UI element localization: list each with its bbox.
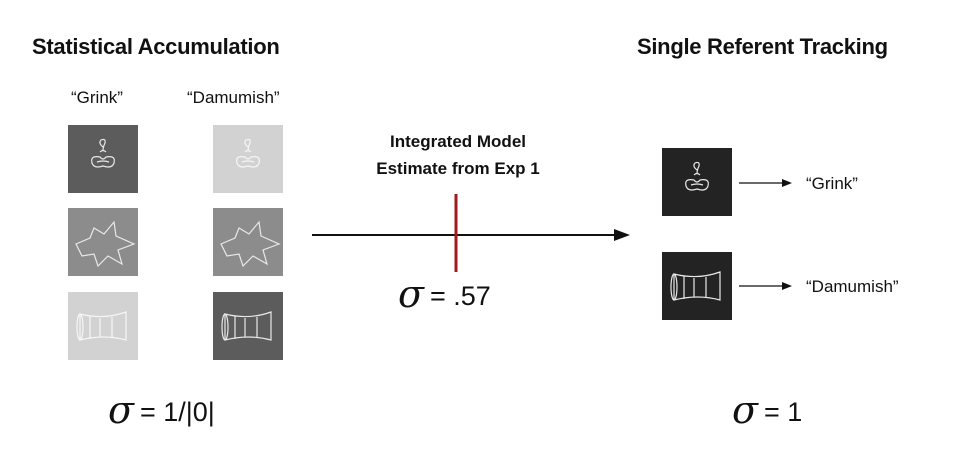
statistical-accumulation-heading: Statistical Accumulation <box>32 34 280 59</box>
damumish-arrow-head <box>782 282 792 290</box>
referent-grink-label: “Grink” <box>806 174 858 193</box>
knot-object-icon <box>236 138 260 168</box>
knot-object-icon <box>91 138 115 168</box>
grink-barrel-tile <box>68 292 138 360</box>
sigma-symbol: σ <box>108 388 134 432</box>
star-blob-object-icon <box>75 220 136 268</box>
referent-damumish-label: “Damumish” <box>806 277 899 296</box>
statistical-accumulation-formula: σ = 1/|0| <box>108 388 215 432</box>
single-referent-formula: σ = 1 <box>732 388 802 432</box>
sigma-symbol: σ <box>398 272 424 316</box>
grink-knot-tile <box>68 125 138 193</box>
integrated-model-formula: σ = .57 <box>398 272 491 316</box>
star-blob-object-icon <box>220 220 281 268</box>
barrel-object-icon <box>221 311 272 341</box>
integrated-model-line1: Integrated Model <box>389 132 526 151</box>
referent-damumish-tile <box>662 252 732 320</box>
sigma-symbol: σ <box>732 388 758 432</box>
formula-value: = 1 <box>763 397 803 427</box>
knot-object-icon <box>685 161 709 191</box>
formula-value: = .57 <box>429 281 491 311</box>
formula-value: = 1/|0| <box>139 397 215 427</box>
damumish-barrel-tile <box>213 292 283 360</box>
main-arrow-head <box>614 229 630 241</box>
barrel-object-icon <box>670 271 721 301</box>
damumish-star-blob-tile <box>213 208 283 276</box>
single-referent-tracking-heading: Single Referent Tracking <box>637 34 888 59</box>
grink-arrow-head <box>782 179 792 187</box>
referent-grink-tile <box>662 148 732 216</box>
damumish-column-label: “Damumish” <box>187 88 280 107</box>
integrated-model-label: Integrated Model Estimate from Exp 1 <box>340 128 576 182</box>
barrel-object-icon <box>76 311 127 341</box>
grink-column-label: “Grink” <box>71 88 123 107</box>
integrated-model-line2: Estimate from Exp 1 <box>376 159 540 178</box>
grink-star-blob-tile <box>68 208 138 276</box>
damumish-knot-tile <box>213 125 283 193</box>
